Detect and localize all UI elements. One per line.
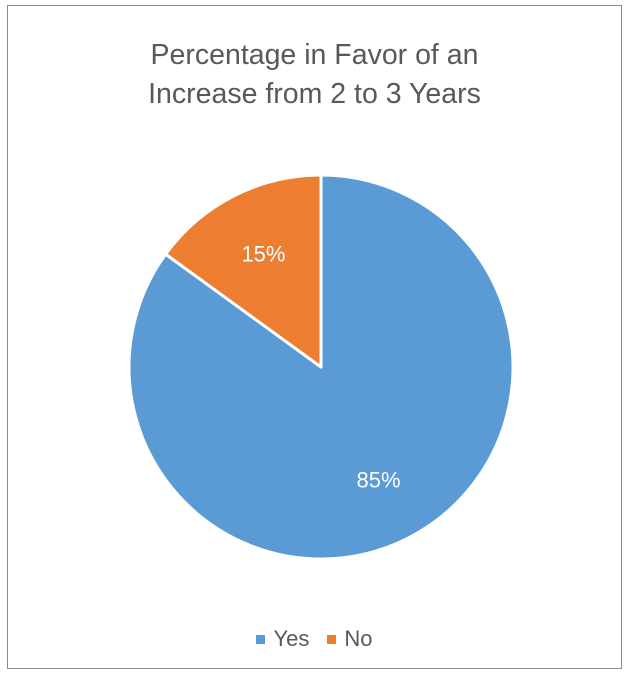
chart-title: Percentage in Favor of an Increase from … (148, 39, 481, 110)
chart-legend: Yes No (8, 626, 621, 652)
legend-item-yes: Yes (256, 626, 309, 652)
pie-slice-no (164, 173, 323, 369)
pie-data-labels: 85% 15% (241, 242, 400, 493)
pie-chart: 85% 15% (127, 173, 515, 561)
legend-swatch-yes (256, 634, 266, 644)
data-label-no: 15% (241, 242, 285, 267)
legend-item-no: No (327, 626, 373, 652)
legend-label-no: No (344, 626, 373, 651)
legend-swatch-no (327, 634, 337, 644)
legend-label-yes: Yes (273, 626, 310, 651)
data-label-yes: 85% (357, 467, 401, 492)
chart-area: Percentage in Favor of an Increase from … (7, 5, 622, 669)
pie-slices (127, 173, 515, 561)
